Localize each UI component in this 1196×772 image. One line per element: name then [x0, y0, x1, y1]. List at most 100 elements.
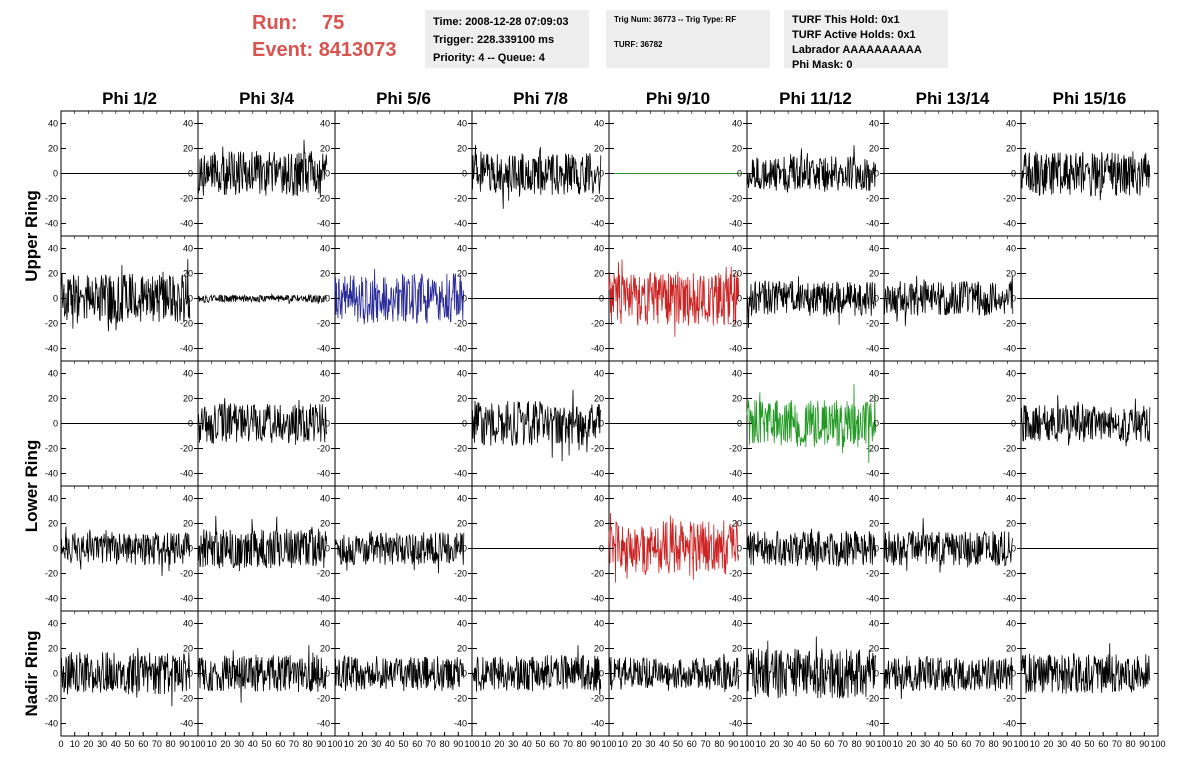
waveform-trace	[883, 275, 1014, 326]
y-tick-label: -40	[866, 594, 879, 604]
x-tick-label: 20	[632, 739, 642, 749]
y-tick-label: -20	[1003, 319, 1016, 329]
y-tick-label: 20	[594, 519, 604, 529]
y-tick-label: 0	[462, 294, 467, 304]
y-tick-label: 0	[874, 294, 879, 304]
y-tick-label: 20	[183, 269, 193, 279]
x-tick-label: 70	[701, 739, 711, 749]
y-tick-label: 0	[462, 169, 467, 179]
x-tick-label: 40	[934, 739, 944, 749]
waveform-trace	[471, 144, 602, 209]
y-tick-label: -20	[45, 194, 58, 204]
waveform-trace	[746, 276, 877, 329]
waveform-trace	[746, 145, 877, 193]
y-tick-label: 0	[188, 169, 193, 179]
y-tick-label: 0	[53, 544, 58, 554]
x-tick-label: 10	[756, 739, 766, 749]
y-tick-label: 0	[1011, 169, 1016, 179]
y-tick-label: 0	[874, 169, 879, 179]
y-tick-label: -20	[866, 194, 879, 204]
y-tick-label: 20	[183, 644, 193, 654]
x-tick-label: 30	[97, 739, 107, 749]
y-tick-label: -20	[591, 569, 604, 579]
y-tick-label: 40	[1006, 119, 1016, 129]
x-tick-label: 50	[673, 739, 683, 749]
y-tick-label: 0	[1011, 294, 1016, 304]
y-tick-label: 40	[457, 119, 467, 129]
y-tick-label: 20	[183, 144, 193, 154]
x-tick-label: 20	[906, 739, 916, 749]
x-tick-label: 90	[179, 739, 189, 749]
y-tick-label: 20	[732, 269, 742, 279]
y-tick-label: 20	[1006, 519, 1016, 529]
run-value: 75	[322, 12, 345, 34]
y-tick-label: 20	[1006, 269, 1016, 279]
waveform-trace	[471, 389, 602, 462]
y-tick-label: 40	[183, 494, 193, 504]
y-tick-label: -20	[317, 569, 330, 579]
panel-frame	[746, 110, 885, 237]
x-tick-label: 100	[464, 739, 479, 749]
waveform-trace	[334, 654, 465, 692]
y-tick-label: -20	[866, 319, 879, 329]
x-tick-label: 40	[1071, 739, 1081, 749]
y-tick-label: -40	[1003, 344, 1016, 354]
y-tick-label: 0	[188, 419, 193, 429]
y-tick-label: 40	[869, 494, 879, 504]
y-tick-label: 0	[737, 294, 742, 304]
y-tick-label: -40	[180, 469, 193, 479]
y-tick-label: 0	[599, 669, 604, 679]
x-tick-label: 10	[344, 739, 354, 749]
phi-column-title: Phi 9/10	[646, 89, 710, 108]
y-tick-label: 20	[457, 519, 467, 529]
y-tick-label: 0	[53, 169, 58, 179]
x-tick-label: 60	[412, 739, 422, 749]
x-tick-label: 100	[1150, 739, 1165, 749]
y-tick-label: -20	[180, 444, 193, 454]
phi-column-title: Phi 15/16	[1053, 89, 1127, 108]
y-tick-label: 0	[737, 419, 742, 429]
y-tick-label: -40	[45, 344, 58, 354]
waveform-trace	[60, 259, 191, 332]
y-tick-label: -40	[591, 219, 604, 229]
phi-column-title: Phi 1/2	[102, 89, 157, 108]
y-tick-label: 40	[183, 244, 193, 254]
waveform-trace	[197, 515, 328, 572]
x-tick-label: 10	[481, 739, 491, 749]
y-tick-label: -20	[1003, 569, 1016, 579]
x-tick-label: 40	[248, 739, 258, 749]
y-tick-label: 40	[320, 494, 330, 504]
y-tick-label: 40	[869, 619, 879, 629]
x-tick-label: 20	[1043, 739, 1053, 749]
x-tick-label: 70	[563, 739, 573, 749]
y-tick-label: 40	[1006, 494, 1016, 504]
x-tick-label: 30	[645, 739, 655, 749]
y-tick-label: 40	[594, 369, 604, 379]
phi-column-title: Phi 3/4	[239, 89, 294, 108]
x-tick-label: 80	[1126, 739, 1136, 749]
x-tick-label: 30	[783, 739, 793, 749]
y-tick-label: -40	[866, 719, 879, 729]
y-tick-label: 20	[1006, 394, 1016, 404]
x-tick-label: 70	[426, 739, 436, 749]
x-tick-label: 30	[920, 739, 930, 749]
y-tick-label: 40	[869, 119, 879, 129]
x-tick-label: 40	[797, 739, 807, 749]
y-tick-label: -20	[866, 569, 879, 579]
x-tick-label: 80	[440, 739, 450, 749]
y-tick-label: -40	[1003, 594, 1016, 604]
y-tick-label: 40	[457, 619, 467, 629]
event-value: 8413073	[318, 39, 397, 61]
y-tick-label: 0	[188, 294, 193, 304]
y-tick-label: -40	[317, 344, 330, 354]
y-tick-label: -20	[591, 444, 604, 454]
y-tick-label: 40	[594, 619, 604, 629]
waveform-trace	[60, 647, 191, 707]
y-tick-label: 0	[1011, 419, 1016, 429]
y-tick-label: -40	[729, 594, 742, 604]
y-tick-label: 0	[737, 169, 742, 179]
y-tick-label: 0	[325, 419, 330, 429]
y-tick-label: -20	[45, 694, 58, 704]
x-tick-label: 10	[207, 739, 217, 749]
x-tick-label: 100	[876, 739, 891, 749]
